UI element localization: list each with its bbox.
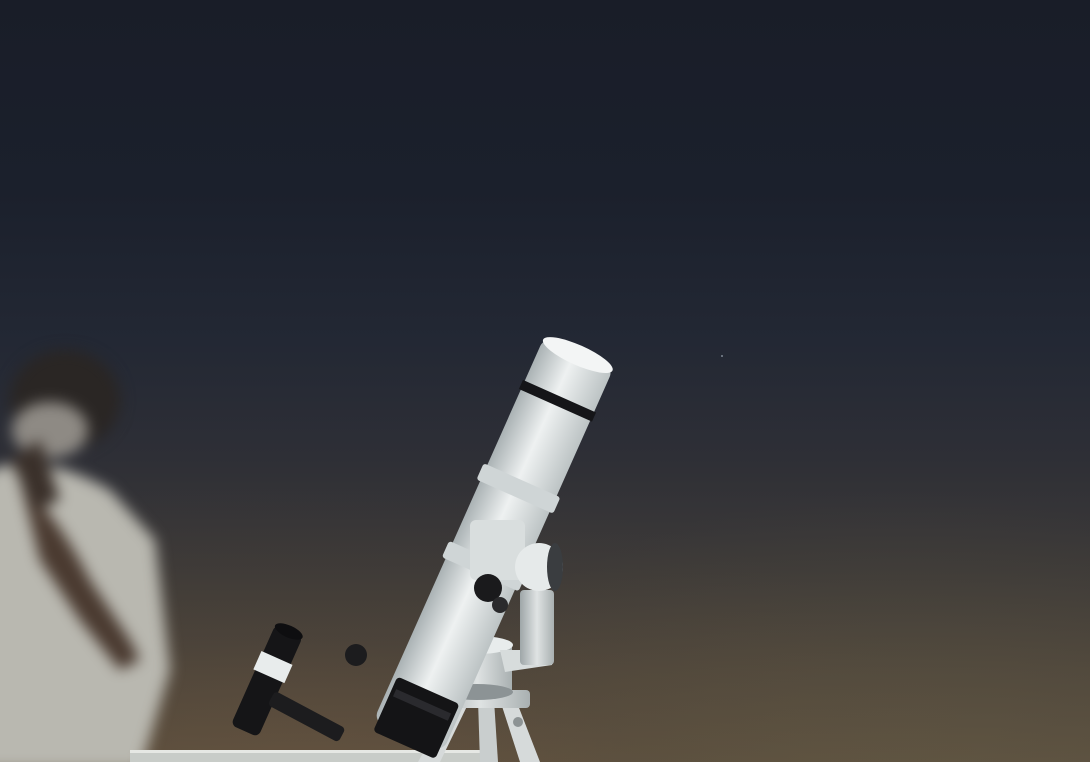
- tube-rings: [470, 520, 563, 613]
- railing: [130, 750, 490, 762]
- blurred-person: [0, 350, 170, 762]
- star: [721, 355, 723, 357]
- finder-scope: [232, 623, 367, 742]
- horizon-glow-right: [500, 430, 1090, 762]
